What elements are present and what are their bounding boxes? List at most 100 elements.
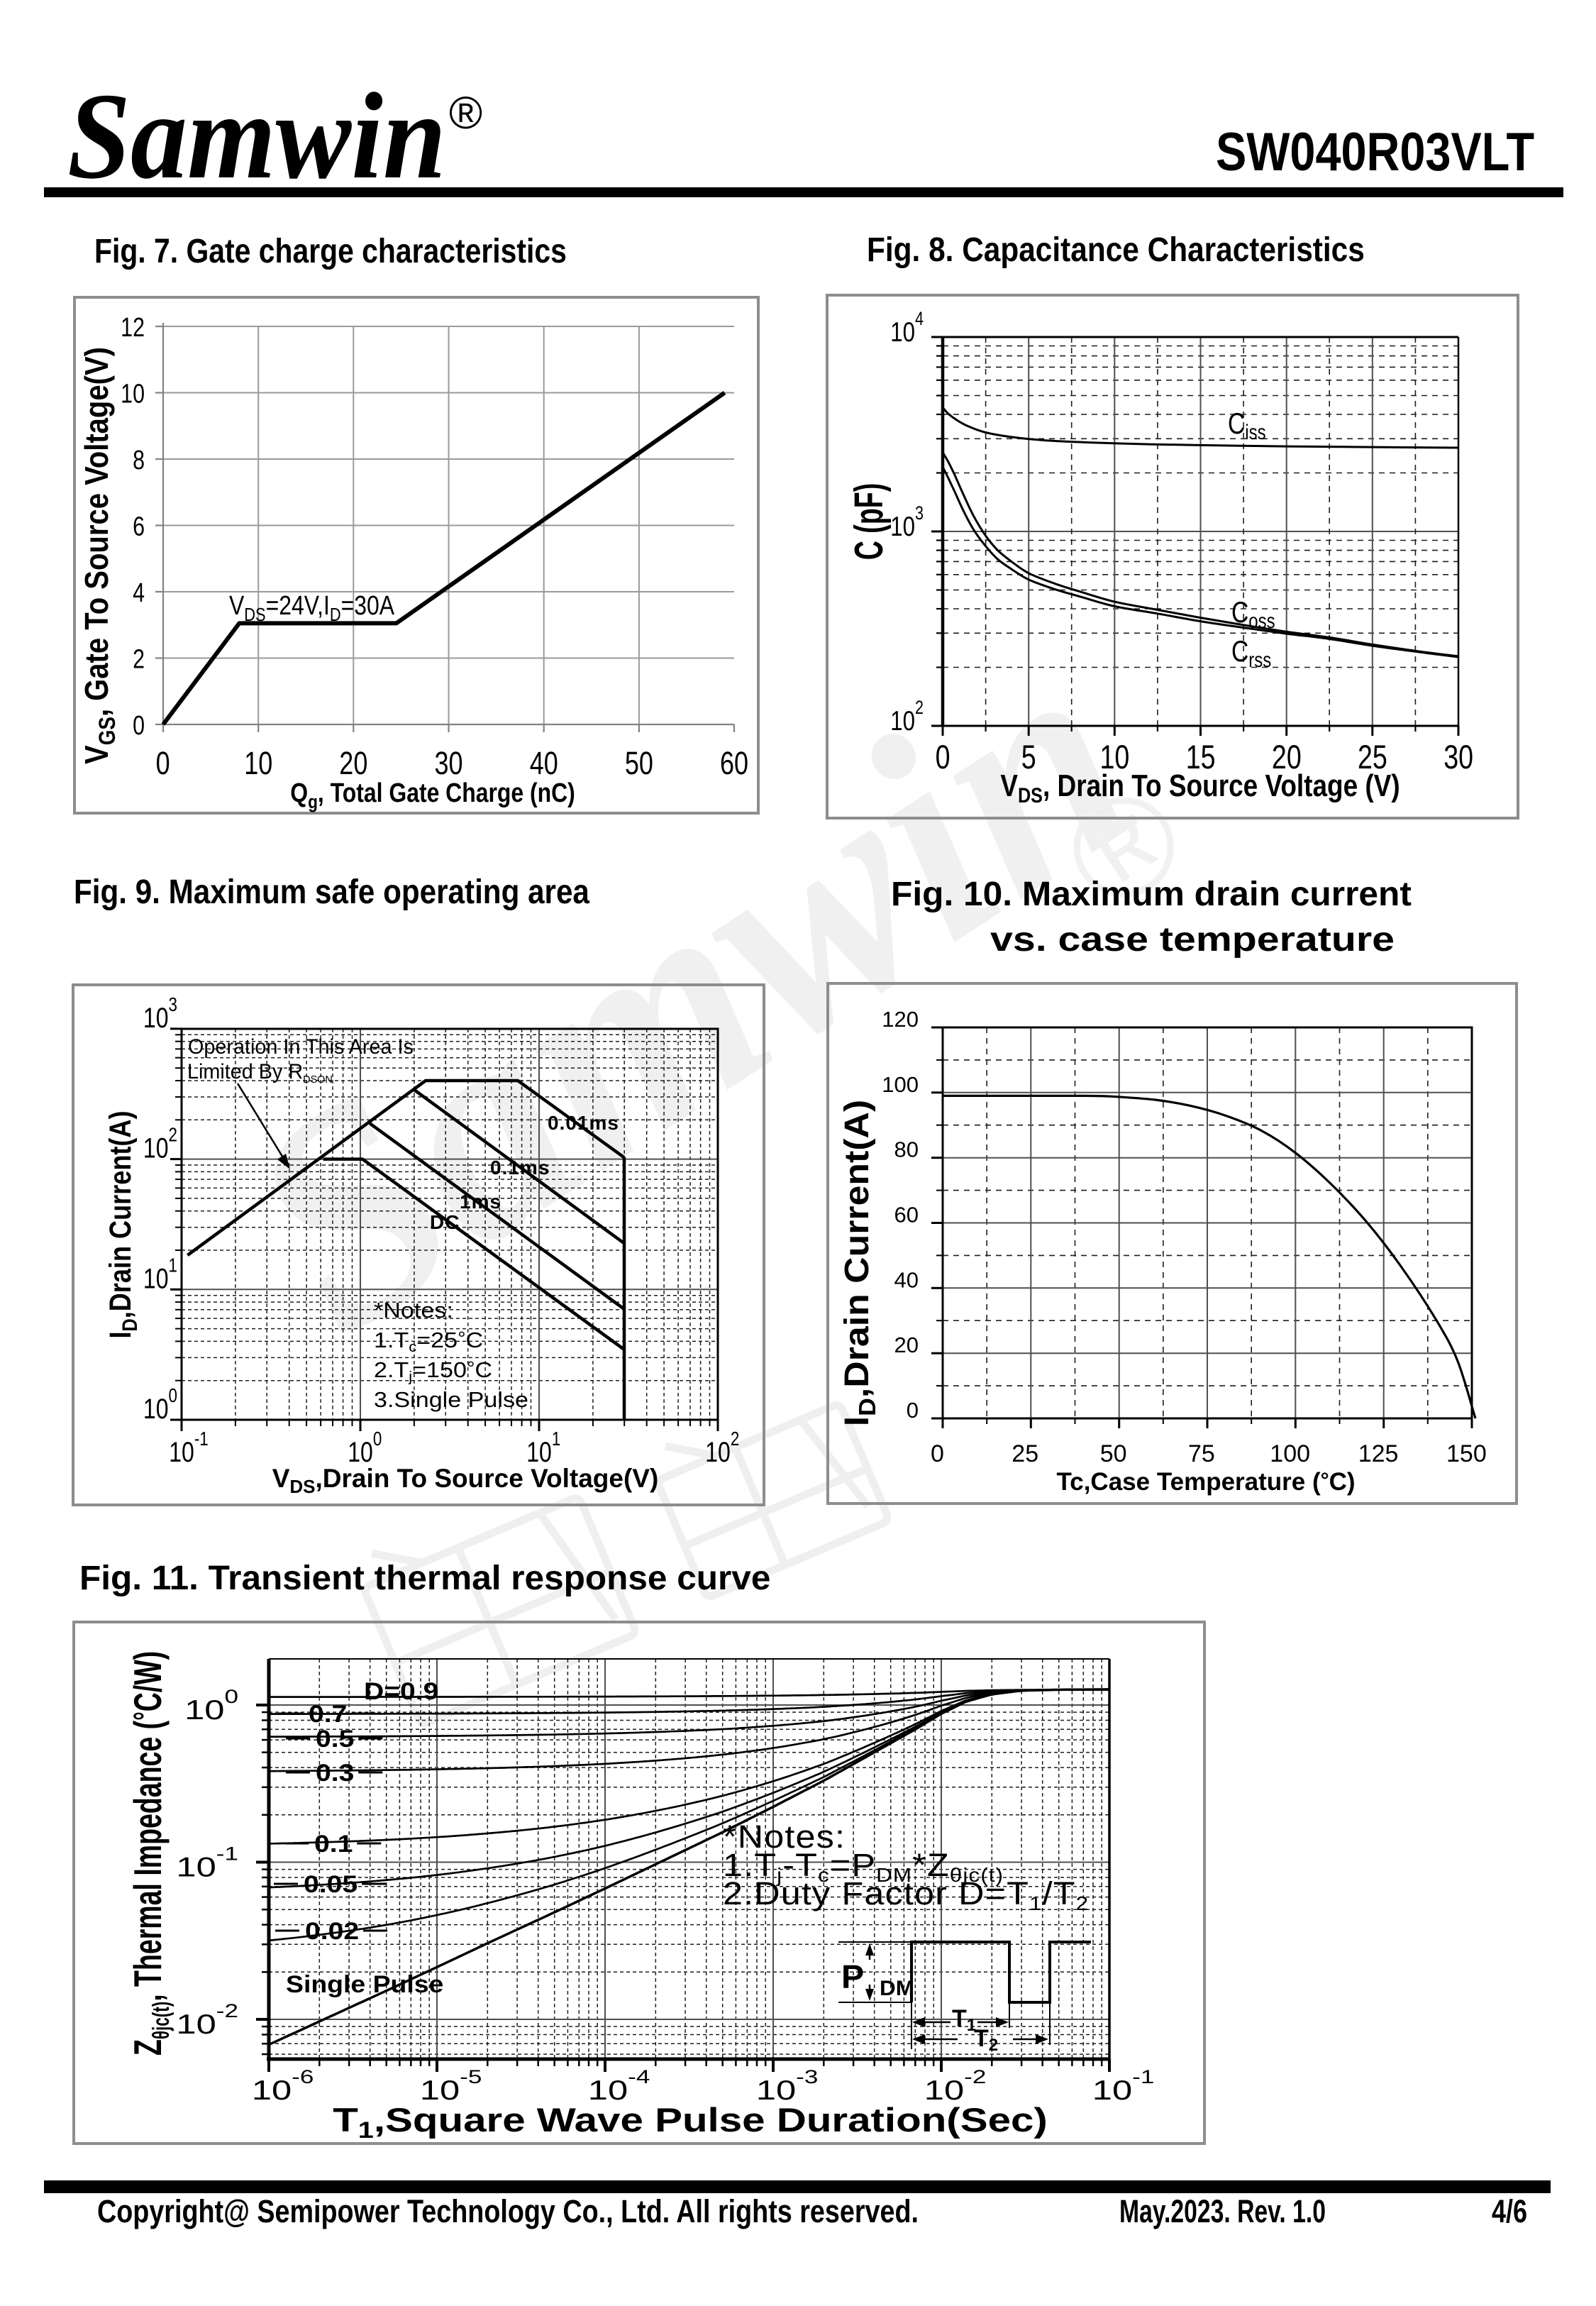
svg-text:25: 25	[1358, 739, 1387, 776]
svg-text:30: 30	[435, 745, 463, 781]
svg-text:125: 125	[1358, 1440, 1399, 1467]
svg-text:60: 60	[894, 1203, 919, 1228]
svg-text:10-5: 10-5	[420, 2066, 482, 2106]
svg-text:10: 10	[244, 745, 272, 781]
svg-text:Coss: Coss	[1231, 597, 1275, 633]
svg-text:*Notes:: *Notes:	[374, 1298, 453, 1322]
svg-text:2.Tj=150°C: 2.Tj=150°C	[374, 1357, 492, 1385]
svg-text:2.Duty Factor D=T1/T2: 2.Duty Factor D=T1/T2	[723, 1876, 1089, 1914]
svg-text:100: 100	[143, 1385, 177, 1425]
svg-text:101: 101	[526, 1428, 560, 1468]
svg-text:DC: DC	[430, 1211, 460, 1233]
svg-text:12: 12	[121, 313, 145, 343]
svg-text:104: 104	[890, 309, 924, 348]
svg-text:VDS,Drain To Source Voltage(V): VDS,Drain To Source Voltage(V)	[272, 1464, 659, 1497]
svg-text:Ciss: Ciss	[1228, 408, 1266, 444]
svg-text:10: 10	[1100, 739, 1130, 776]
svg-text:VDS, Drain To Source Voltage (: VDS, Drain To Source Voltage (V)	[1000, 768, 1400, 807]
svg-text:vs. case temperature: vs. case temperature	[990, 920, 1395, 959]
svg-text:30: 30	[1443, 739, 1473, 776]
svg-text:T1,Square Wave Pulse Duration(: T1,Square Wave Pulse Duration(Sec)	[333, 2102, 1048, 2143]
svg-text:P: P	[841, 1958, 864, 1995]
svg-text:103: 103	[890, 503, 924, 542]
svg-text:Fig. 11. Transient thermal res: Fig. 11. Transient thermal response curv…	[79, 1560, 770, 1597]
svg-text:103: 103	[143, 994, 177, 1034]
svg-text:Zθjc(t), Thermal Impedance (°: Zθjc(t), Thermal Impedance (°C/W)	[126, 1651, 174, 2056]
svg-text:120: 120	[882, 1007, 919, 1032]
svg-text:20: 20	[339, 745, 367, 781]
svg-text:10-3: 10-3	[756, 2066, 819, 2106]
svg-text:D=0.9: D=0.9	[364, 1677, 438, 1704]
svg-text:101: 101	[143, 1254, 177, 1294]
svg-text:®: ®	[449, 87, 482, 138]
svg-text:0.02: 0.02	[305, 1917, 359, 1944]
svg-text:VDS=24V,ID=30A: VDS=24V,ID=30A	[229, 590, 395, 625]
svg-text:0.1: 0.1	[314, 1830, 353, 1857]
svg-text:SW040R03VLT: SW040R03VLT	[1216, 121, 1534, 182]
svg-text:40: 40	[530, 745, 558, 781]
svg-text:T1: T1	[952, 2005, 976, 2035]
svg-text:0.05: 0.05	[304, 1870, 358, 1897]
svg-text:T2: T2	[974, 2025, 998, 2055]
svg-text:102: 102	[143, 1124, 177, 1164]
svg-text:4/6: 4/6	[1492, 2193, 1527, 2229]
svg-text:Single Pulse: Single Pulse	[286, 1971, 443, 1998]
svg-text:20: 20	[894, 1333, 919, 1357]
svg-text:15: 15	[1186, 739, 1216, 776]
svg-text:0: 0	[156, 745, 170, 781]
svg-text:0: 0	[936, 739, 951, 776]
svg-text:Fig. 10. Maximum drain current: Fig. 10. Maximum drain current	[891, 876, 1412, 913]
svg-text:102: 102	[705, 1428, 739, 1468]
svg-text:Fig. 8. Capacitance Characteri: Fig. 8. Capacitance Characteristics	[867, 231, 1365, 269]
svg-text:0.5: 0.5	[316, 1725, 354, 1752]
svg-text:1ms: 1ms	[460, 1191, 501, 1213]
svg-text:C (pF): C (pF)	[846, 483, 892, 561]
svg-text:10-1: 10-1	[176, 1843, 238, 1882]
svg-text:0.1ms: 0.1ms	[490, 1157, 550, 1179]
svg-text:Qg, Total Gate Charge (nC): Qg, Total Gate Charge (nC)	[290, 778, 575, 812]
svg-text:100: 100	[882, 1072, 919, 1097]
svg-text:May.2023. Rev. 1.0: May.2023. Rev. 1.0	[1119, 2194, 1326, 2229]
svg-text:5: 5	[1021, 739, 1036, 776]
svg-text:ID,Drain Current(A): ID,Drain Current(A)	[104, 1110, 141, 1338]
svg-text:1.Tj-Tc=PDM*Zθjc(t): 1.Tj-Tc=PDM*Zθjc(t)	[723, 1848, 1004, 1886]
svg-text:Operation In This Area Is: Operation In This Area Is	[188, 1035, 414, 1059]
svg-text:Fig. 9. Maximum safe operating: Fig. 9. Maximum safe operating area	[74, 872, 590, 910]
svg-text:10-1: 10-1	[169, 1428, 209, 1468]
svg-text:20: 20	[1272, 739, 1302, 776]
svg-text:ID,Drain Current(A): ID,Drain Current(A)	[838, 1100, 881, 1426]
svg-text:10-2: 10-2	[924, 2066, 987, 2106]
svg-text:Samwin: Samwin	[67, 68, 446, 205]
svg-text:Fig. 7. Gate charge characteri: Fig. 7. Gate charge characteristics	[94, 233, 567, 270]
svg-text:*Notes:: *Notes:	[723, 1819, 846, 1855]
svg-text:DM: DM	[880, 1976, 914, 2000]
svg-text:75: 75	[1188, 1440, 1215, 1467]
svg-text:0.3: 0.3	[316, 1759, 354, 1786]
svg-text:100: 100	[348, 1428, 382, 1468]
svg-text:10-4: 10-4	[588, 2066, 650, 2106]
svg-text:VGS, Gate To Source Voltage(: VGS, Gate To Source Voltage(V)	[79, 347, 120, 764]
svg-text:50: 50	[1100, 1440, 1127, 1467]
svg-text:150: 150	[1446, 1440, 1487, 1467]
svg-text:0: 0	[931, 1440, 944, 1467]
svg-text:10: 10	[121, 379, 145, 409]
svg-text:0.7: 0.7	[309, 1700, 347, 1727]
svg-text:Tc,Case Temperature (°C): Tc,Case Temperature (°C)	[1056, 1468, 1355, 1496]
svg-text:10-6: 10-6	[252, 2066, 314, 2106]
svg-text:0: 0	[907, 1398, 919, 1423]
svg-text:6: 6	[133, 512, 145, 541]
svg-text:1.Tc=25°C: 1.Tc=25°C	[374, 1328, 483, 1355]
svg-text:10-1: 10-1	[1092, 2066, 1155, 2106]
svg-text:0.01ms: 0.01ms	[548, 1112, 619, 1134]
svg-text:10-2: 10-2	[176, 2000, 238, 2040]
svg-text:3.Single Pulse: 3.Single Pulse	[374, 1387, 528, 1411]
svg-text:0: 0	[133, 711, 145, 741]
svg-text:2: 2	[133, 644, 145, 674]
svg-text:100: 100	[1270, 1440, 1310, 1467]
svg-text:8: 8	[133, 446, 145, 475]
svg-text:100: 100	[184, 1686, 238, 1726]
svg-text:4: 4	[133, 578, 145, 608]
svg-text:Crss: Crss	[1231, 636, 1271, 672]
svg-text:50: 50	[625, 745, 653, 781]
svg-text:Copyright@ Semipower Technolog: Copyright@ Semipower Technology Co., Ltd…	[97, 2193, 919, 2229]
